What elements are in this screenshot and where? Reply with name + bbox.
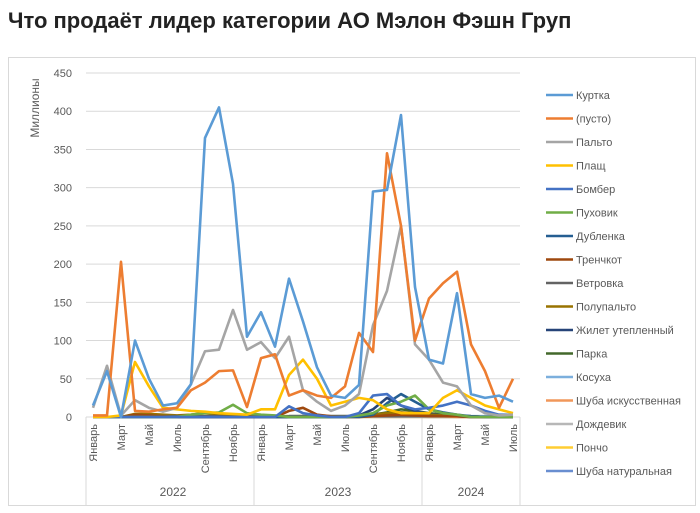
year-label: 2023 xyxy=(325,485,352,499)
x-tick-label: Март xyxy=(284,424,296,450)
x-tick-label: Сентябрь xyxy=(200,424,212,474)
y-tick-label: 450 xyxy=(54,68,72,80)
y-tick-label: 200 xyxy=(54,259,72,271)
x-tick-label: Январь xyxy=(424,424,436,462)
series-line-0 xyxy=(91,106,514,419)
x-tick-label: Июль xyxy=(340,424,352,452)
legend-label: Ветровка xyxy=(576,278,624,290)
x-tick-label: Июль xyxy=(172,424,184,452)
legend-label: Косуха xyxy=(576,372,612,384)
series-line-4 xyxy=(93,392,513,419)
legend-label: Жилет утепленный xyxy=(576,325,674,337)
legend-label: Тренчкот xyxy=(576,255,622,267)
x-tick-label: Январь xyxy=(256,424,268,462)
legend-label: Пончо xyxy=(576,443,608,455)
y-tick-label: 150 xyxy=(54,297,72,309)
y-tick-label: 50 xyxy=(60,374,72,386)
legend-label: Бомбер xyxy=(576,184,615,196)
y-axis-title: Миллионы xyxy=(28,78,42,137)
legend-label: Куртка xyxy=(576,90,611,102)
x-tick-label: Март xyxy=(452,424,464,450)
legend-label: Полупальто xyxy=(576,302,636,314)
legend-label: Шуба искусственная xyxy=(576,396,681,408)
x-tick-label: Май xyxy=(312,424,324,446)
y-tick-label: 250 xyxy=(54,221,72,233)
x-tick-label: Январь xyxy=(88,424,100,462)
x-tick-label: Сентябрь xyxy=(368,424,380,474)
y-tick-label: 400 xyxy=(54,106,72,118)
legend-label: (пусто) xyxy=(576,114,611,126)
x-tick-label: Март xyxy=(116,424,128,450)
legend-label: Дубленка xyxy=(576,231,626,243)
legend-label: Дождевик xyxy=(576,419,626,431)
series-line-3 xyxy=(93,358,514,419)
x-tick-label: Ноябрь xyxy=(396,424,408,462)
y-tick-label: 350 xyxy=(54,144,72,156)
x-tick-label: Май xyxy=(144,424,156,446)
x-tick-label: Май xyxy=(480,424,492,446)
y-tick-label: 100 xyxy=(54,336,72,348)
chart-title: Что продаёт лидер категории АО Мэлон Фэш… xyxy=(8,8,572,33)
x-tick-label: Июль xyxy=(508,424,520,452)
legend-label: Шуба натуральная xyxy=(576,466,672,478)
y-tick-label: 300 xyxy=(54,183,72,195)
series-line-1 xyxy=(93,151,515,417)
year-label: 2024 xyxy=(458,485,485,499)
y-tick-label: 0 xyxy=(66,412,72,424)
legend-label: Пуховик xyxy=(576,208,618,220)
chart-frame xyxy=(8,57,696,506)
x-tick-label: Ноябрь xyxy=(228,424,240,462)
legend-label: Плащ xyxy=(576,161,606,173)
legend-label: Пальто xyxy=(576,137,612,149)
legend-label: Парка xyxy=(576,349,608,361)
year-label: 2022 xyxy=(160,485,187,499)
